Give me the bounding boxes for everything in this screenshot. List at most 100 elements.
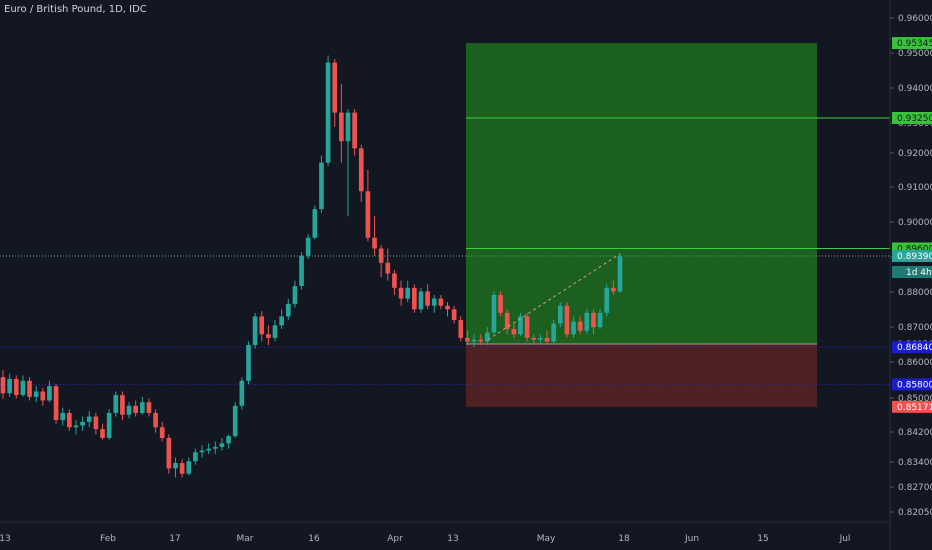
candle	[13, 375, 19, 399]
candle	[458, 316, 464, 342]
candle-body	[226, 436, 231, 444]
candle-body	[551, 323, 556, 342]
candle-body	[451, 309, 457, 320]
candle-body	[212, 446, 218, 449]
x-tick-label: Mar	[237, 534, 254, 544]
x-tick-label: 15	[757, 534, 768, 544]
price-label-text: 0.95345	[897, 39, 932, 49]
candle	[232, 402, 238, 438]
candle	[504, 309, 510, 335]
candle	[451, 305, 457, 324]
candle-body	[239, 380, 245, 406]
candle-body	[140, 402, 145, 413]
stop-zone	[466, 344, 817, 407]
candle	[358, 144, 364, 203]
candle	[498, 291, 503, 317]
candle	[491, 291, 497, 335]
candle	[166, 434, 172, 474]
candle	[7, 373, 12, 397]
candle	[305, 234, 311, 260]
candle	[544, 330, 550, 346]
candle-body	[345, 112, 351, 142]
candle-body	[146, 402, 152, 413]
candle	[511, 323, 517, 338]
candle-body	[219, 443, 225, 447]
candle-body	[584, 312, 590, 331]
candle-body	[365, 191, 371, 238]
candle-body	[418, 291, 424, 310]
candle-body	[279, 316, 284, 326]
candle	[186, 457, 192, 476]
candle	[597, 309, 603, 329]
candle-body	[159, 427, 165, 438]
candle-body	[372, 237, 377, 249]
candle-body	[518, 316, 523, 335]
y-tick-label: 0.84200	[898, 428, 932, 438]
candle-body	[60, 412, 66, 421]
candle-body	[425, 291, 430, 306]
candle	[312, 205, 318, 240]
candle	[120, 391, 125, 421]
candle	[372, 216, 377, 256]
candle	[133, 400, 139, 417]
x-tick-label: Feb	[100, 534, 116, 544]
candle	[385, 248, 391, 281]
candle	[20, 375, 26, 397]
candle-body	[385, 262, 391, 274]
candle-body	[604, 287, 610, 313]
price-label: 0.85171	[892, 400, 932, 413]
candle-body	[266, 334, 271, 338]
candle	[551, 319, 556, 346]
countdown-badge-bg	[892, 265, 932, 278]
candle-body	[153, 412, 158, 428]
candle-body	[531, 337, 537, 340]
candle-body	[199, 450, 205, 453]
candle-body	[113, 395, 119, 413]
candle-body	[478, 339, 483, 342]
candle-body	[166, 437, 172, 469]
candle-body	[272, 325, 278, 338]
candle	[445, 302, 450, 317]
candle	[412, 284, 417, 313]
candle	[266, 325, 271, 346]
candle	[140, 396, 145, 415]
candle	[159, 421, 165, 442]
candle	[179, 459, 185, 478]
y-tick-label: 0.83400	[898, 458, 932, 468]
candle	[405, 280, 411, 303]
candle	[47, 380, 52, 403]
price-label: 0.89390	[892, 249, 932, 262]
candle-body	[193, 452, 198, 462]
candle	[471, 334, 477, 347]
candle-body	[591, 312, 596, 328]
candle-body	[511, 328, 517, 335]
candle-body	[312, 209, 318, 238]
candle	[53, 384, 59, 424]
candle	[199, 445, 205, 458]
candle-body	[378, 248, 384, 263]
candle	[86, 411, 92, 428]
candle	[378, 244, 384, 278]
candle	[478, 334, 483, 346]
candle-body	[392, 273, 397, 288]
candle-body	[33, 391, 39, 397]
candle	[352, 109, 357, 156]
candle-body	[252, 316, 258, 346]
y-tick-label: 0.92000	[898, 149, 932, 159]
candle	[617, 253, 623, 294]
candle	[0, 370, 6, 399]
candle	[425, 284, 430, 310]
price-label-text: 0.85800	[897, 380, 932, 390]
candle-body	[86, 416, 92, 422]
candle	[398, 280, 404, 306]
candle	[591, 309, 596, 335]
candle-body	[259, 316, 265, 335]
price-label-bg	[892, 341, 932, 354]
y-tick-label: 0.86000	[898, 358, 932, 368]
y-tick-label: 0.88000	[898, 288, 932, 298]
candle	[584, 309, 590, 335]
price-label: 0.85800	[892, 378, 932, 391]
candle-body	[332, 62, 338, 113]
candle	[113, 391, 119, 417]
